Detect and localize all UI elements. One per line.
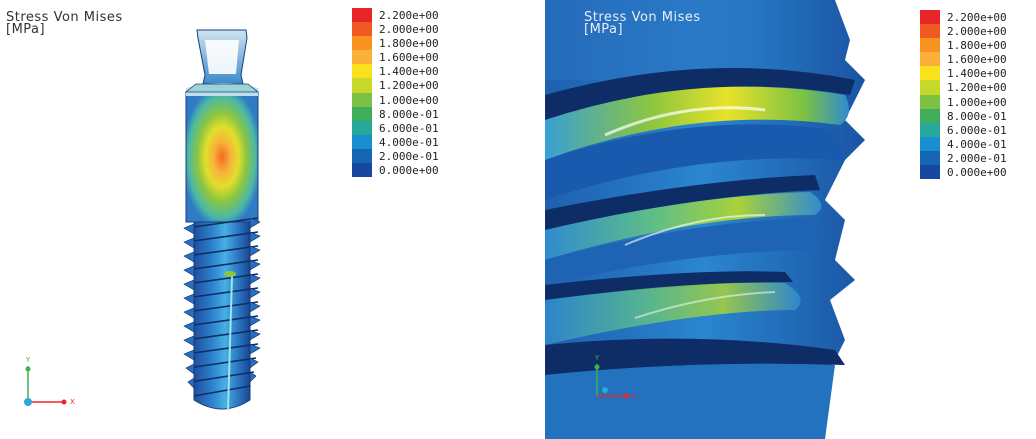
legend-swatch — [352, 163, 372, 178]
legend-label: 2.200e+00 — [947, 11, 1007, 24]
axis-x-label: X — [632, 392, 637, 400]
legend-label: 1.200e+00 — [947, 81, 1007, 95]
legend-swatch — [920, 38, 940, 53]
legend-swatch — [352, 36, 372, 51]
legend-label: 2.000e-01 — [379, 149, 439, 163]
left-panel-full-implant: Stress Von Mises [MPa] 2.200e+00 2.000e+0… — [6, 8, 439, 411]
legend-label: 8.000e-01 — [379, 107, 439, 121]
legend-swatch — [352, 120, 372, 135]
legend-label: 6.000e-01 — [379, 121, 439, 135]
title-line-1: Stress Von Mises — [6, 10, 123, 25]
legend-labels: 2.200e+00 2.000e+00 1.800e+00 1.600e+00 1.40… — [947, 11, 1007, 180]
legend-swatch — [352, 148, 372, 164]
legend-swatches — [352, 8, 372, 178]
legend-label: 2.000e+00 — [947, 25, 1007, 39]
threaded-body — [183, 217, 261, 411]
legend-label: 8.000e-01 — [947, 109, 1007, 123]
axis-y-label: Y — [25, 356, 31, 364]
axis-x-label: X — [70, 398, 75, 406]
legend-label: 2.200e+00 — [379, 9, 439, 22]
legend-swatch — [920, 10, 940, 25]
right-panel-thread-closeup: Stress Von Mises [MPa] 2.200e+00 2.000e+0… — [545, 0, 1036, 439]
legend-swatch — [352, 78, 372, 93]
axis-y-label: Y — [594, 354, 600, 362]
legend-label: 4.000e-01 — [947, 137, 1007, 151]
legend-label: 4.000e-01 — [379, 135, 439, 149]
legend-swatch — [352, 8, 372, 23]
legend-label: 1.400e+00 — [379, 65, 439, 79]
legend-label: 6.000e-01 — [947, 123, 1007, 137]
legend-swatch — [920, 122, 940, 137]
abutment-collar — [185, 91, 259, 223]
legend-swatch — [920, 80, 940, 95]
title-line-2: [MPa] — [6, 22, 46, 37]
thread-closeup-render — [545, 0, 1036, 439]
title: Stress Von Mises [MPa] — [6, 10, 123, 37]
legend-label: 1.400e+00 — [947, 67, 1007, 81]
legend-swatch — [920, 52, 940, 67]
legend-swatch — [352, 134, 372, 149]
legend-label: 1.600e+00 — [947, 53, 1007, 67]
implant-full-render — [183, 29, 261, 411]
legend-swatch — [920, 108, 940, 123]
legend-swatches — [920, 10, 940, 180]
legend-swatch — [920, 165, 940, 180]
legend-label: 2.000e+00 — [379, 23, 439, 37]
legend-swatch — [352, 64, 372, 79]
legend-label: 1.600e+00 — [379, 51, 439, 65]
legend-label: 2.000e-01 — [947, 151, 1007, 165]
axis-triad: Y X — [24, 356, 75, 406]
legend-label: 0.000e+00 — [947, 166, 1007, 180]
legend-swatch — [352, 50, 372, 65]
legend-swatch — [920, 66, 940, 81]
legend-label: 1.000e+00 — [379, 93, 439, 107]
legend-label: 1.200e+00 — [379, 79, 439, 93]
legend-label: 1.800e+00 — [379, 37, 439, 51]
legend-swatch — [920, 136, 940, 151]
legend-label: 1.000e+00 — [947, 95, 1007, 109]
title-line-2: [MPa] — [584, 22, 624, 37]
legend-swatch — [920, 150, 940, 166]
legend-swatch — [352, 22, 372, 37]
legend-swatch — [920, 94, 940, 109]
legend-swatch — [352, 106, 372, 121]
legend-swatch — [920, 24, 940, 39]
legend-swatch — [352, 92, 372, 107]
legend-labels: 2.200e+00 2.000e+00 1.800e+00 1.600e+00 1.40… — [379, 9, 439, 178]
legend-label: 1.800e+00 — [947, 39, 1007, 53]
title-line-1: Stress Von Mises — [584, 10, 701, 25]
axis-triad: Y X — [594, 354, 637, 400]
title: Stress Von Mises [MPa] — [584, 10, 701, 37]
legend-label: 0.000e+00 — [379, 164, 439, 178]
